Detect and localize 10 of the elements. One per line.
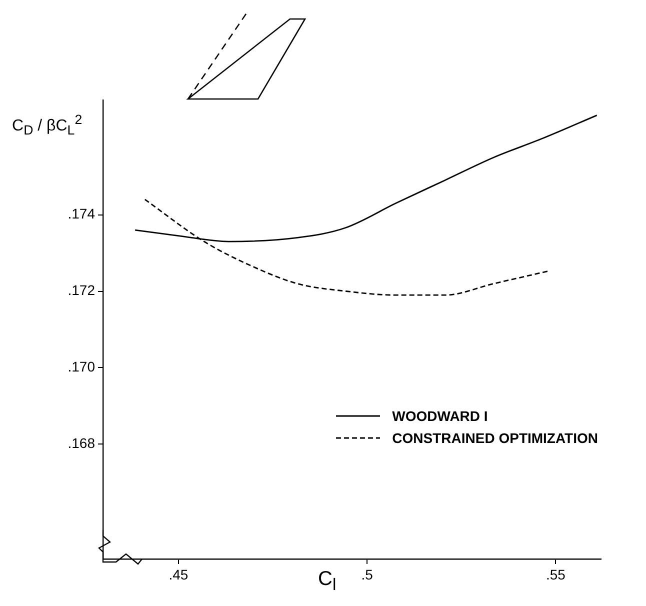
y-tick-label: .170	[68, 358, 96, 375]
x-axis-title: C$_{l}$	[318, 568, 336, 595]
x-tick-label: .5	[361, 566, 374, 582]
y-tick-label: .174	[68, 206, 96, 222]
x-tick-label: .45	[168, 566, 188, 582]
legend-label: WOODWARD I	[392, 408, 488, 424]
legend-label: CONSTRAINED OPTIMIZATION	[392, 430, 598, 446]
x-tick-label: .55	[546, 566, 566, 582]
y-tick-label: .172	[68, 282, 96, 298]
y-tick-label: .168	[68, 435, 96, 452]
